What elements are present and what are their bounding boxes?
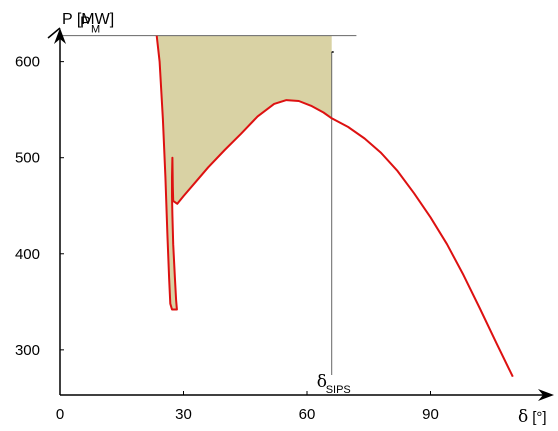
reference-lines-layer [60, 35, 357, 375]
y-tick-label: 600 [15, 54, 40, 71]
y-tick-label: 300 [15, 342, 40, 359]
x-tick-label: 90 [422, 406, 439, 423]
x-axis-arrow [538, 389, 554, 401]
y-tick-label: 500 [15, 150, 40, 167]
x-tick-label: 60 [299, 406, 316, 423]
axes-layer [47, 27, 554, 401]
shaded-area-layer [156, 35, 332, 310]
x-axis-title: δ [°] [518, 407, 547, 427]
curve-layer [155, 35, 514, 378]
y-tick-label: 400 [15, 246, 40, 263]
y-axis-arrow [54, 28, 66, 44]
y-axis-title: P [MW] [62, 11, 114, 28]
pm-subscript: M [91, 24, 100, 36]
y-axis-arrow-stroke [47, 27, 61, 39]
delta-sips-subscript: SIPS [326, 384, 351, 396]
pm-label: P [80, 15, 91, 32]
shaded-area [156, 35, 332, 310]
power-angle-curve [155, 35, 514, 378]
x-tick-label: 0 [56, 406, 64, 423]
x-tick-label: 30 [175, 406, 192, 423]
delta-sips-label: δ [317, 372, 327, 392]
